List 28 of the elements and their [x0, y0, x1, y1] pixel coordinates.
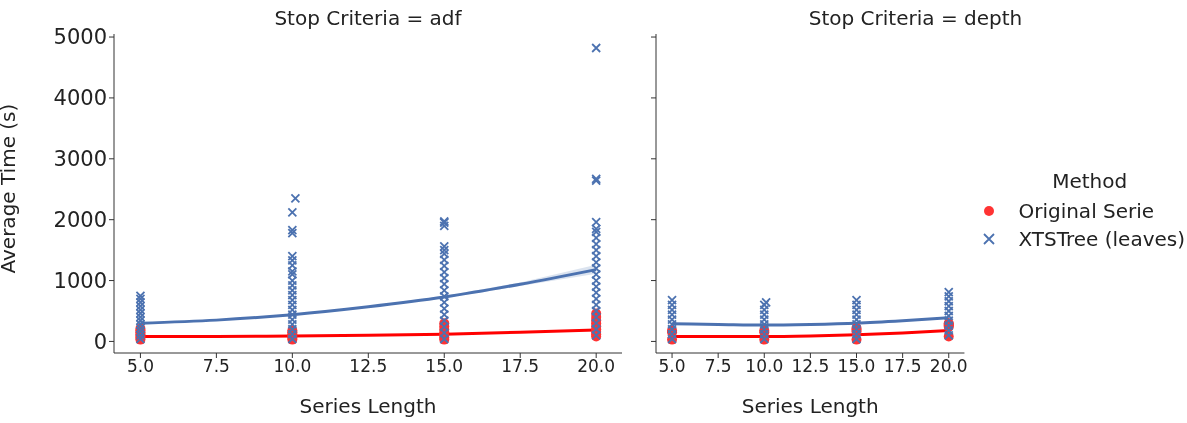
x-tick-label: 15.0: [425, 356, 464, 377]
y-tick-label: 5000: [53, 25, 107, 50]
x-tick-label: 20.0: [577, 356, 616, 377]
y-tick-label: 4000: [53, 86, 107, 111]
x-axis-title: Series Length: [299, 394, 437, 418]
x-tick-label: 10.0: [273, 356, 312, 377]
x-tick-label: 7.5: [704, 356, 732, 377]
legend-label: Original Serie: [1018, 198, 1155, 223]
x-tick-label: 5.0: [126, 356, 154, 377]
chart-title: Stop Criteria = depth: [807, 6, 1024, 30]
x-tick-label: 20.0: [929, 356, 968, 377]
x-axis-title: Series Length: [741, 394, 879, 418]
legend-label: XTSTree (leaves): [1018, 226, 1185, 251]
y-tick-label: 2000: [53, 208, 107, 233]
x-tick-label: 10.0: [745, 356, 784, 377]
x-tick-label: 12.5: [349, 356, 388, 377]
x-tick-label: 7.5: [202, 356, 230, 377]
x-tick-label: 15.0: [837, 356, 876, 377]
chart-title: Stop Criteria = adf: [273, 6, 463, 30]
y-axis-title: Average Time (s): [0, 103, 21, 274]
y-tick-label: 3000: [53, 147, 107, 172]
y-tick-label: 1000: [53, 269, 107, 294]
x-tick-label: 5.0: [658, 356, 686, 377]
y-tick-label: 0: [93, 329, 107, 354]
x-tick-label: 17.5: [883, 356, 922, 377]
x-tick-label: 12.5: [791, 356, 830, 377]
legend-title: Method: [1051, 168, 1129, 193]
x-tick-label: 17.5: [501, 356, 540, 377]
